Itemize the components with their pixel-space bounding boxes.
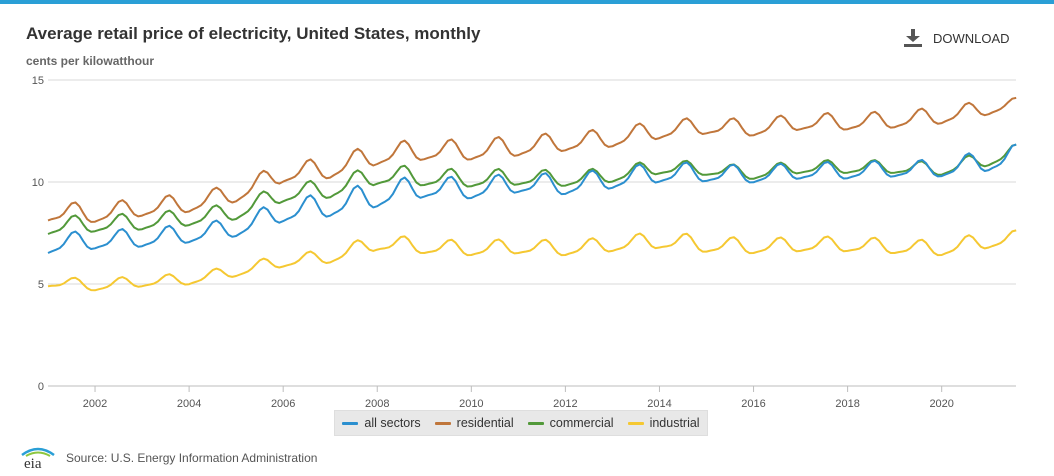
grid: [48, 79, 1016, 387]
series-line-industrial: [47, 229, 1017, 292]
x-tick-label: 2014: [647, 398, 671, 410]
series-line-residential: [47, 96, 1017, 223]
x-tick-label: 2012: [553, 398, 577, 410]
chart-subtitle: cents per kilowatthour: [26, 54, 155, 68]
source-text: Source: U.S. Energy Information Administ…: [66, 451, 318, 465]
chart-legend: all sectors residential commercial indus…: [334, 410, 708, 436]
y-tick-label: 10: [32, 177, 44, 189]
legend-label-residential: residential: [456, 416, 514, 430]
legend-item-commercial[interactable]: commercial: [527, 416, 614, 430]
download-label: DOWNLOAD: [933, 30, 1010, 46]
x-tick-label: 2002: [83, 398, 107, 410]
legend-item-residential[interactable]: residential: [434, 416, 514, 430]
x-tick-label: 2010: [459, 398, 483, 410]
x-tick-label: 2018: [835, 398, 859, 410]
legend-swatch-residential: [434, 421, 451, 425]
legend-item-industrial[interactable]: industrial: [627, 416, 700, 430]
series-lines: [47, 96, 1017, 292]
footer: eia Source: U.S. Energy Information Admi…: [20, 447, 317, 469]
legend-swatch-all-sectors: [342, 421, 359, 425]
eia-logo-text: eia: [24, 456, 42, 469]
legend-label-all-sectors: all sectors: [364, 416, 421, 430]
download-icon: [904, 29, 922, 47]
y-tick-label: 15: [32, 75, 44, 87]
legend-label-commercial: commercial: [549, 416, 614, 430]
x-tick-label: 2020: [929, 398, 953, 410]
x-tick-label: 2004: [177, 398, 201, 410]
legend-swatch-commercial: [527, 421, 544, 425]
y-tick-label: 0: [38, 381, 44, 393]
x-tick-label: 2016: [741, 398, 765, 410]
download-button[interactable]: DOWNLOAD: [903, 29, 1010, 47]
legend-swatch-industrial: [627, 421, 644, 425]
series-line-all-sectors: [47, 143, 1017, 254]
top-accent-bar: [0, 0, 1054, 4]
x-tick-label: 2006: [271, 398, 295, 410]
eia-logo: eia: [21, 447, 55, 469]
legend-item-all-sectors[interactable]: all sectors: [342, 416, 421, 430]
axes: 0 5 10 15 2002 2004 2006 2008 2010 2012 2014 2016 20…: [32, 75, 1016, 410]
x-tick-label: 2008: [365, 398, 389, 410]
y-tick-label: 5: [38, 279, 44, 291]
chart-title: Average retail price of electricity, Uni…: [26, 24, 481, 43]
legend-label-industrial: industrial: [649, 416, 700, 430]
series-line-commercial: [47, 143, 1017, 235]
